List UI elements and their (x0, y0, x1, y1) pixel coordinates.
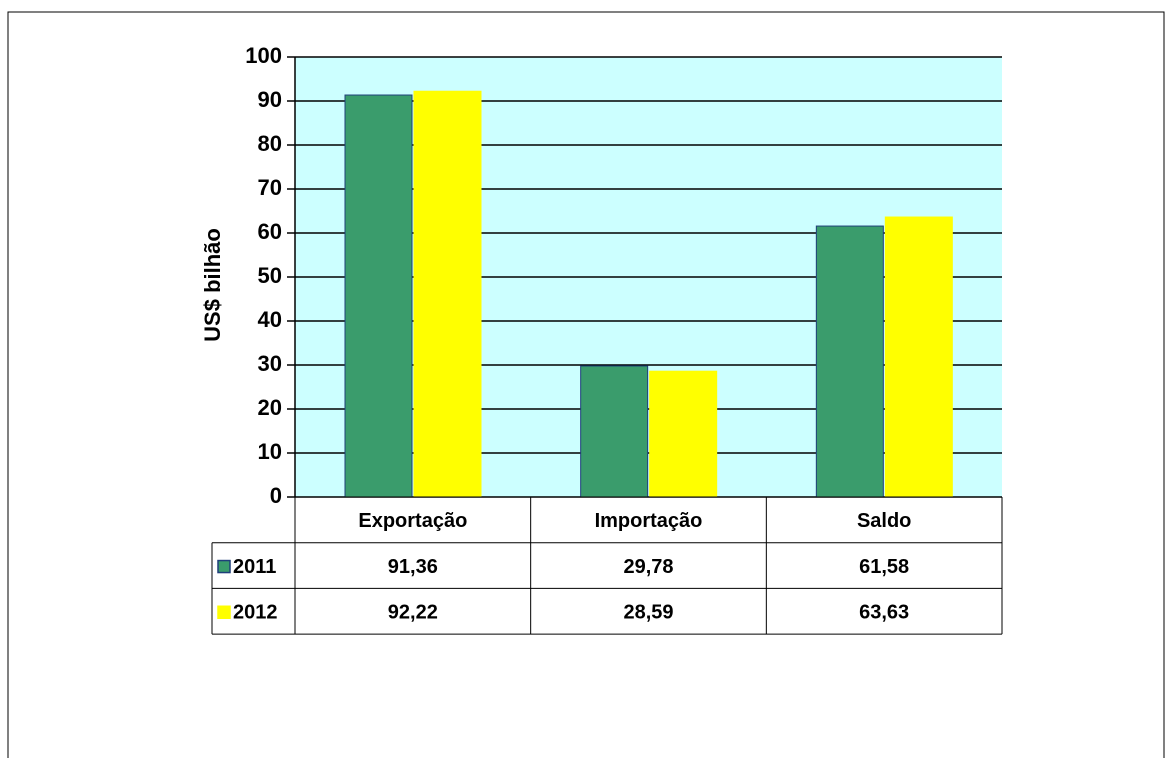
value-label: 61,58 (859, 556, 909, 578)
legend-key (217, 559, 231, 574)
y-tick-label: 90 (258, 87, 282, 112)
y-tick-label: 30 (258, 351, 282, 376)
value-label: 92,22 (388, 602, 438, 624)
bar (580, 365, 649, 498)
frame (7, 11, 1165, 758)
y-tick-label: 50 (258, 263, 282, 288)
bar (884, 216, 953, 498)
bar (344, 94, 413, 498)
y-tick-label: 60 (258, 219, 282, 244)
legend-label: 2012 (233, 602, 278, 624)
y-tick-label: 70 (258, 175, 282, 200)
bar (815, 225, 884, 498)
value-label: 28,59 (623, 602, 673, 624)
bar (649, 370, 718, 498)
y-tick-label: 0 (270, 483, 282, 508)
value-label: 63,63 (859, 602, 909, 624)
y-tick-label: 100 (245, 43, 282, 68)
x-tick-label: Saldo (857, 510, 911, 532)
value-label: 91,36 (388, 556, 438, 578)
y-axis-label: US$ bilhão (200, 228, 225, 342)
y-tick-label: 10 (258, 439, 282, 464)
legend-key (217, 605, 231, 619)
legend-label: 2011 (233, 556, 276, 578)
x-tick-label: Exportação (358, 510, 467, 532)
y-tick-label: 20 (258, 395, 282, 420)
value-label: 29,78 (623, 556, 673, 578)
bar (413, 90, 482, 498)
x-tick-label: Importação (595, 510, 703, 532)
y-tick-label: 80 (258, 131, 282, 156)
y-tick-label: 40 (258, 307, 282, 332)
